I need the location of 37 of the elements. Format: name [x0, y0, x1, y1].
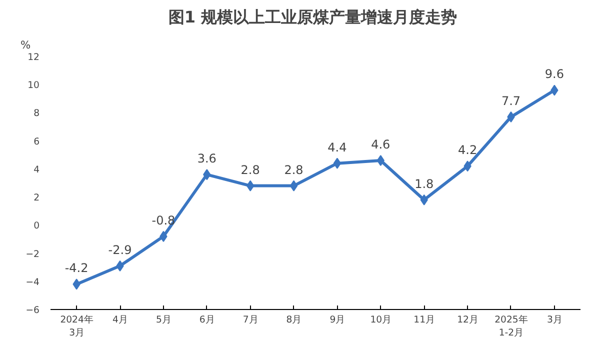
- x-tick-label: 9月: [330, 314, 345, 326]
- x-tick-label: 6月: [199, 314, 214, 326]
- y-tick-label: 2: [34, 192, 40, 204]
- y-tick-label: 6: [34, 136, 40, 148]
- x-tick-label: 2025年 1-2月: [494, 314, 528, 339]
- x-tick-label: 8月: [286, 314, 302, 326]
- y-tick-label: −6: [26, 305, 40, 316]
- y-axis-title: %: [20, 38, 31, 52]
- data-label: 7.7: [501, 94, 521, 108]
- y-tick-label: 10: [28, 80, 40, 92]
- y-tick-label: 12: [28, 52, 40, 63]
- point: [290, 180, 298, 192]
- y-tick-label: 4: [34, 164, 40, 176]
- data-label: 4.6: [371, 138, 390, 152]
- y-tick-label: −2: [26, 248, 40, 260]
- data-label: 2.8: [284, 162, 304, 177]
- x-tick-label: 12月: [457, 314, 478, 326]
- x-tick-label: 2024年 3月: [60, 314, 93, 339]
- data-label: 3.6: [197, 152, 216, 166]
- data-label: 1.8: [414, 176, 434, 191]
- data-label: -2.9: [108, 242, 132, 257]
- data-label: 2.8: [240, 162, 260, 177]
- point: [333, 158, 342, 169]
- y-tick-label: 8: [34, 108, 40, 120]
- x-tick-label: 5月: [156, 314, 171, 326]
- data-label: 4.4: [328, 140, 347, 154]
- x-tick-label: 7月: [242, 314, 258, 326]
- x-tick-label: 11月: [414, 314, 435, 326]
- data-label: 9.6: [544, 67, 564, 82]
- chart-title: 图1 规模以上工业原煤产量增速月度走势: [168, 8, 458, 26]
- data-label: -4.2: [64, 261, 88, 276]
- y-tick-label: 0: [34, 220, 40, 232]
- x-tick-label: 10月: [370, 314, 392, 326]
- data-label: 4.2: [458, 143, 478, 158]
- x-tick-label: 3月: [546, 314, 562, 326]
- x-tick-label: 4月: [112, 314, 128, 326]
- y-tick-label: −4: [26, 276, 40, 288]
